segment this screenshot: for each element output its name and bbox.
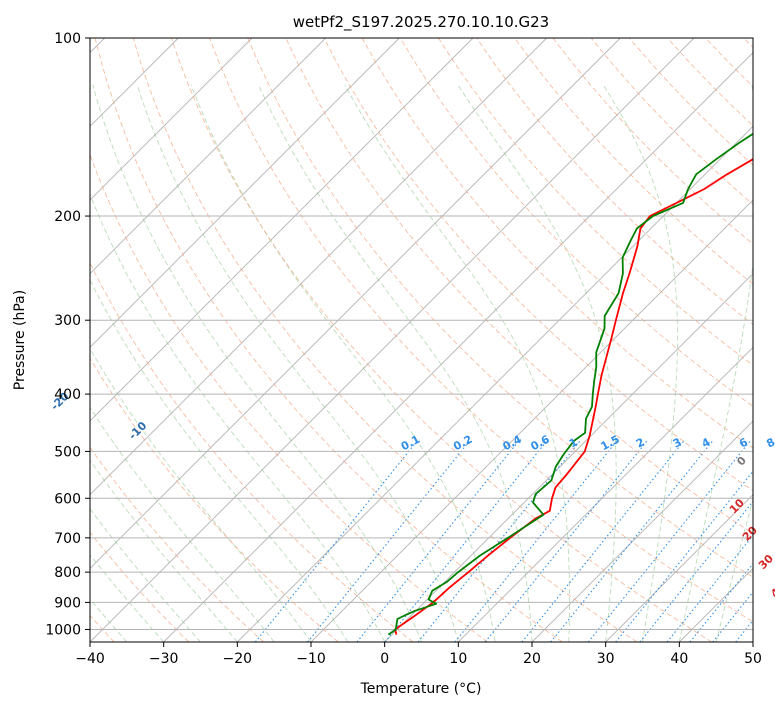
y-tick-label: 200: [54, 209, 81, 225]
x-tick-label: 10: [449, 651, 467, 667]
sounding-series: [387, 132, 753, 636]
mixing-ratio-line: [254, 440, 418, 642]
dry-adiabat-line: [90, 261, 414, 642]
dry-adiabat-line: [247, 38, 753, 578]
x-tick-label: 20: [523, 651, 541, 667]
mixing-ratio-label: 8: [764, 435, 775, 450]
dry-adiabat-line: [132, 38, 638, 642]
x-tick-label: −10: [296, 651, 326, 667]
isobar-grid: [90, 38, 753, 630]
moist-adiabat-line: [344, 84, 570, 642]
isotherm-line: [384, 273, 753, 642]
x-tick-label: −40: [75, 651, 105, 667]
isotherm-line: [237, 125, 753, 642]
moist-adiabat-line: [678, 84, 753, 642]
moist-adiabat-line: [90, 279, 349, 642]
dry-adiabat-line: [90, 531, 190, 642]
mixing-ratio-lines: [254, 440, 753, 642]
isotherm-line: [163, 52, 753, 642]
mixing-ratio-line: [384, 440, 548, 642]
moist-adiabat-line: [90, 459, 238, 642]
dry-adiabat-line: [94, 38, 563, 642]
moist-adiabat-line: [92, 84, 422, 642]
isotherm-line: [605, 494, 753, 642]
y-tick-label: 800: [54, 565, 81, 581]
y-tick-label: 700: [54, 531, 81, 547]
mixing-ratio-line: [615, 470, 753, 642]
dry-adiabat-line: [170, 38, 712, 642]
isotherm-grid: [90, 38, 753, 642]
y-tick-label: 600: [54, 491, 81, 507]
x-tick-label: 40: [670, 651, 688, 667]
y-tick-label: 1000: [45, 622, 81, 638]
isotherm-line: [90, 38, 400, 348]
mixing-ratio-line: [307, 440, 470, 642]
dry-adiabat-line: [438, 38, 753, 366]
dewpoint-profile-line: [387, 132, 753, 636]
y-tick-label: 400: [54, 387, 81, 403]
x-axis-ticks: −40 −30 −20 −10 0 10 20 30 40 50: [75, 642, 762, 667]
mixing-ratio-line: [666, 534, 753, 642]
dry-adiabat-line: [90, 446, 264, 642]
x-tick-label: 30: [597, 651, 615, 667]
dry-adiabat-line: [399, 38, 753, 407]
x-tick-label: 0: [380, 651, 389, 667]
dry-adiabat-line: [514, 38, 753, 285]
isotherm-line: [90, 38, 547, 496]
y-tick-label: 500: [54, 444, 81, 460]
isotherm-line: [458, 346, 753, 642]
mixing-ratio-line: [550, 440, 714, 642]
moist-adiabat-line: [90, 406, 275, 642]
dry-adiabat-line: [323, 38, 753, 492]
y-tick-label: 900: [54, 595, 81, 611]
y-axis-ticks: 100 200 300 400 500 600 700 800 900 1000: [45, 31, 90, 638]
dry-adiabat-line: [90, 357, 339, 642]
isotherm-line: [90, 38, 621, 569]
x-tick-label: −20: [223, 651, 253, 667]
mixing-ratio-line: [484, 440, 648, 642]
mixing-ratio-line: [521, 440, 685, 642]
isotherm-line: [90, 38, 474, 422]
dry-adiabat-line: [209, 38, 753, 623]
mixing-ratio-line: [356, 440, 520, 642]
x-tick-label: 50: [744, 651, 762, 667]
y-tick-label: 300: [54, 313, 81, 329]
y-axis-label: Pressure (hPa): [12, 290, 28, 390]
y-tick-label: 100: [54, 31, 81, 47]
mixing-ratio-line: [454, 440, 618, 642]
mixing-ratio-line: [639, 500, 753, 642]
isotherm-line: [90, 38, 326, 275]
mixing-ratio-line: [417, 440, 581, 642]
moist-adiabat-line: [457, 84, 617, 642]
isotherm-line: [531, 420, 753, 642]
moist-adiabat-line: [136, 84, 459, 642]
x-axis-label: Temperature (°C): [360, 681, 482, 697]
moist-adiabat-label: 40: [768, 580, 775, 600]
moist-adiabat-line: [190, 84, 496, 642]
moist-adiabat-line: [90, 347, 312, 642]
isotherm-line: [90, 38, 253, 201]
temperature-profile-line: [394, 158, 753, 635]
dry-adiabat-line: [90, 153, 488, 642]
x-tick-label: −30: [149, 651, 179, 667]
mixing-ratio-line: [587, 440, 751, 642]
moist-adiabat-line: [715, 497, 753, 642]
dry-adiabats: [90, 38, 753, 642]
plot-frame: [89, 37, 754, 643]
moist-adiabat-label: 30: [756, 552, 775, 572]
chart-title: wetPf2_S197.2025.270.10.10.G23: [293, 13, 549, 32]
